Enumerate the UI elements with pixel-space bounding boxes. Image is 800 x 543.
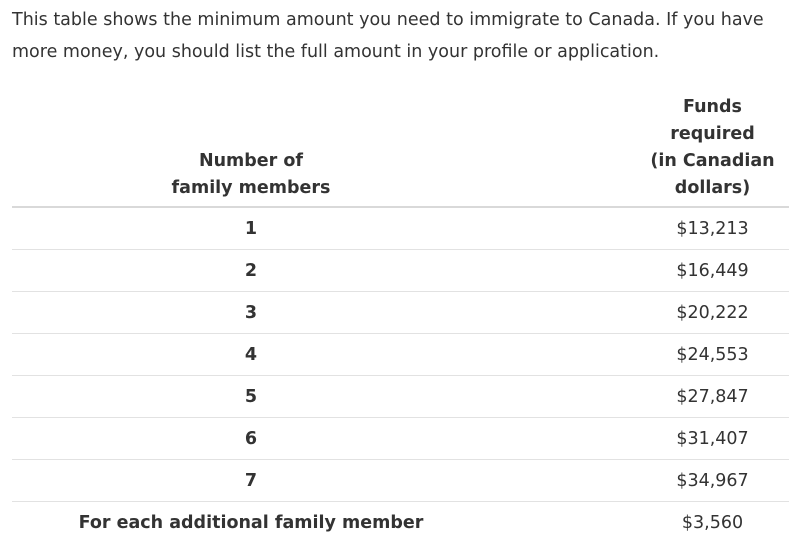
funds-cell: $13,213 — [636, 207, 789, 250]
header-funds-line2: (in Canadian dollars) — [650, 151, 774, 198]
additional-member-row: For each additional family member $3,560 — [12, 502, 789, 543]
family-members-cell: 3 — [12, 292, 636, 334]
table-row: 2 $16,449 — [12, 250, 789, 292]
funds-cell: $24,553 — [636, 334, 789, 376]
funds-cell: $16,449 — [636, 250, 789, 292]
funds-table: Number of family members Funds required … — [12, 89, 789, 543]
family-members-cell: 7 — [12, 460, 636, 502]
header-row: Number of family members Funds required … — [12, 89, 789, 207]
table-row: 3 $20,222 — [12, 292, 789, 334]
table-row: 1 $13,213 — [12, 207, 789, 250]
header-members-line1: Number of — [199, 151, 303, 171]
table-row: 6 $31,407 — [12, 418, 789, 460]
table-body: 1 $13,213 2 $16,449 3 $20,222 4 $24,553 … — [12, 207, 789, 543]
additional-member-label: For each additional family member — [12, 502, 636, 543]
family-members-cell: 6 — [12, 418, 636, 460]
header-funds-line1: Funds required — [670, 97, 755, 144]
header-funds-required: Funds required (in Canadian dollars) — [636, 89, 789, 207]
table-header: Number of family members Funds required … — [12, 89, 789, 207]
table-row: 7 $34,967 — [12, 460, 789, 502]
page: This table shows the minimum amount you … — [0, 0, 800, 492]
family-members-cell: 5 — [12, 376, 636, 418]
header-members-line2: family members — [172, 178, 331, 198]
intro-paragraph: This table shows the minimum amount you … — [12, 4, 788, 68]
family-members-cell: 4 — [12, 334, 636, 376]
table-row: 4 $24,553 — [12, 334, 789, 376]
funds-cell: $34,967 — [636, 460, 789, 502]
additional-member-funds: $3,560 — [636, 502, 789, 543]
family-members-cell: 2 — [12, 250, 636, 292]
header-family-members: Number of family members — [12, 89, 636, 207]
funds-cell: $20,222 — [636, 292, 789, 334]
family-members-cell: 1 — [12, 207, 636, 250]
table-row: 5 $27,847 — [12, 376, 789, 418]
funds-cell: $27,847 — [636, 376, 789, 418]
funds-cell: $31,407 — [636, 418, 789, 460]
